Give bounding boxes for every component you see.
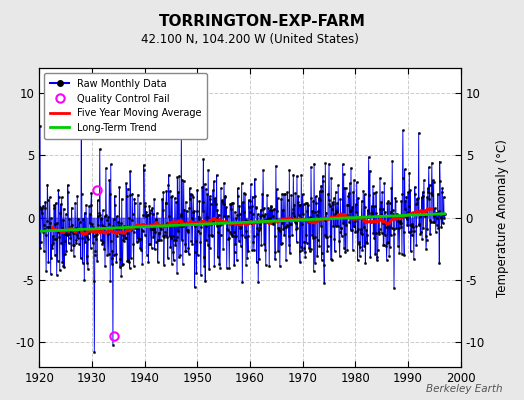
Text: Berkeley Earth: Berkeley Earth <box>427 384 503 394</box>
Y-axis label: Temperature Anomaly (°C): Temperature Anomaly (°C) <box>496 139 509 296</box>
Title: 42.100 N, 104.200 W (United States): 42.100 N, 104.200 W (United States) <box>141 33 359 46</box>
Text: TORRINGTON-EXP-FARM: TORRINGTON-EXP-FARM <box>159 14 365 29</box>
Legend: Raw Monthly Data, Quality Control Fail, Five Year Moving Average, Long-Term Tren: Raw Monthly Data, Quality Control Fail, … <box>44 73 208 139</box>
